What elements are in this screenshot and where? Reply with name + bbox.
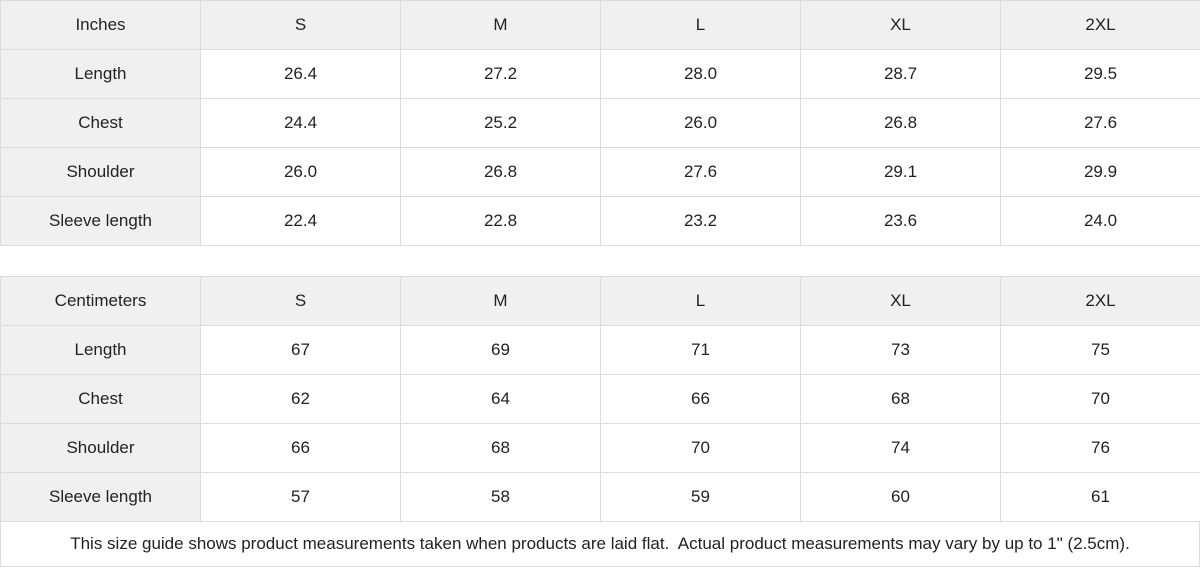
measurement-cell: 66 — [200, 423, 401, 473]
measurement-cell: 29.9 — [1000, 147, 1200, 197]
measurement-cell: 23.2 — [600, 196, 801, 246]
unit-header-cell: Centimeters — [0, 276, 201, 326]
measurement-cell: 64 — [400, 374, 601, 424]
size-header-cell: L — [600, 276, 801, 326]
table-row: Chest 62 64 66 68 70 — [0, 374, 1200, 424]
row-label-cell: Length — [0, 325, 201, 375]
measurement-cell: 22.4 — [200, 196, 401, 246]
size-guide-note: This size guide shows product measuremen… — [0, 522, 1200, 567]
measurement-cell: 26.4 — [200, 49, 401, 99]
row-label-cell: Chest — [0, 98, 201, 148]
size-header-cell: XL — [800, 0, 1001, 50]
size-header-cell: XL — [800, 276, 1001, 326]
measurement-cell: 70 — [600, 423, 801, 473]
table-row: Length 26.4 27.2 28.0 28.7 29.5 — [0, 49, 1200, 99]
measurement-cell: 68 — [400, 423, 601, 473]
measurement-cell: 29.1 — [800, 147, 1001, 197]
unit-header-cell: Inches — [0, 0, 201, 50]
measurement-cell: 24.4 — [200, 98, 401, 148]
measurement-cell: 70 — [1000, 374, 1200, 424]
table-row: Chest 24.4 25.2 26.0 26.8 27.6 — [0, 98, 1200, 148]
measurement-cell: 26.0 — [600, 98, 801, 148]
measurement-cell: 23.6 — [800, 196, 1001, 246]
size-guide-note-text: This size guide shows product measuremen… — [70, 534, 1130, 553]
row-label-cell: Sleeve length — [0, 472, 201, 522]
measurement-cell: 27.2 — [400, 49, 601, 99]
measurement-cell: 71 — [600, 325, 801, 375]
table-gap — [0, 246, 1200, 276]
measurement-cell: 29.5 — [1000, 49, 1200, 99]
measurement-cell: 22.8 — [400, 196, 601, 246]
size-header-cell: L — [600, 0, 801, 50]
row-label-cell: Length — [0, 49, 201, 99]
measurement-cell: 68 — [800, 374, 1001, 424]
measurement-cell: 57 — [200, 472, 401, 522]
row-label-cell: Sleeve length — [0, 196, 201, 246]
measurement-cell: 58 — [400, 472, 601, 522]
measurement-cell: 75 — [1000, 325, 1200, 375]
size-header-cell: 2XL — [1000, 0, 1200, 50]
measurement-cell: 76 — [1000, 423, 1200, 473]
measurement-cell: 74 — [800, 423, 1001, 473]
table-header-row: Centimeters S M L XL 2XL — [0, 276, 1200, 326]
measurement-cell: 26.8 — [800, 98, 1001, 148]
row-label-cell: Shoulder — [0, 423, 201, 473]
row-label-cell: Shoulder — [0, 147, 201, 197]
size-header-cell: M — [400, 276, 601, 326]
measurement-cell: 24.0 — [1000, 196, 1200, 246]
size-header-cell: S — [200, 0, 401, 50]
measurement-cell: 62 — [200, 374, 401, 424]
table-row: Length 67 69 71 73 75 — [0, 325, 1200, 375]
table-header-row: Inches S M L XL 2XL — [0, 0, 1200, 50]
measurement-cell: 28.0 — [600, 49, 801, 99]
size-header-cell: S — [200, 276, 401, 326]
measurement-cell: 26.8 — [400, 147, 601, 197]
measurement-cell: 61 — [1000, 472, 1200, 522]
measurement-cell: 66 — [600, 374, 801, 424]
size-header-cell: 2XL — [1000, 276, 1200, 326]
measurement-cell: 60 — [800, 472, 1001, 522]
measurement-cell: 27.6 — [600, 147, 801, 197]
table-row: Shoulder 66 68 70 74 76 — [0, 423, 1200, 473]
measurement-cell: 27.6 — [1000, 98, 1200, 148]
table-row: Sleeve length 57 58 59 60 61 — [0, 472, 1200, 522]
centimeters-table: Centimeters S M L XL 2XL Length 67 69 71… — [0, 276, 1200, 522]
measurement-cell: 73 — [800, 325, 1001, 375]
measurement-cell: 28.7 — [800, 49, 1001, 99]
size-header-cell: M — [400, 0, 601, 50]
table-row: Shoulder 26.0 26.8 27.6 29.1 29.9 — [0, 147, 1200, 197]
inches-table: Inches S M L XL 2XL Length 26.4 27.2 28.… — [0, 0, 1200, 246]
table-row: Sleeve length 22.4 22.8 23.2 23.6 24.0 — [0, 196, 1200, 246]
measurement-cell: 59 — [600, 472, 801, 522]
measurement-cell: 69 — [400, 325, 601, 375]
row-label-cell: Chest — [0, 374, 201, 424]
measurement-cell: 26.0 — [200, 147, 401, 197]
measurement-cell: 67 — [200, 325, 401, 375]
size-guide: Inches S M L XL 2XL Length 26.4 27.2 28.… — [0, 0, 1200, 567]
measurement-cell: 25.2 — [400, 98, 601, 148]
